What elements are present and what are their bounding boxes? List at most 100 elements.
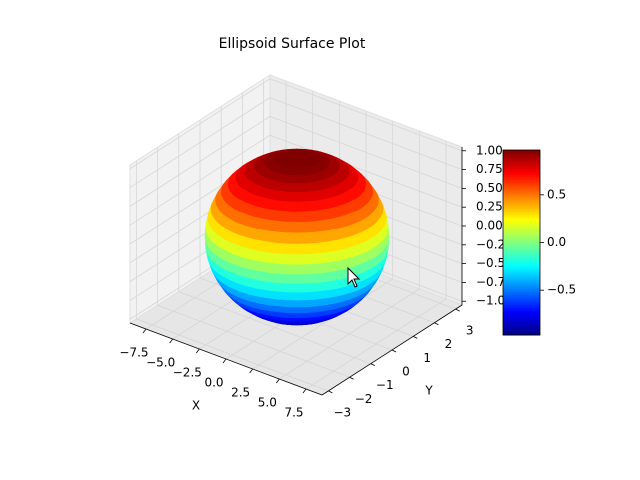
colorbar-cell [503, 287, 540, 290]
y-tick-label: −3 [334, 405, 352, 419]
colorbar-cell [503, 274, 540, 277]
colorbar-cell [503, 244, 540, 247]
surface-patch [307, 262, 320, 275]
colorbar-cell [503, 219, 540, 222]
surface-patch [288, 317, 298, 322]
colorbar-cell [503, 253, 540, 256]
surface-patch [307, 282, 320, 293]
surface-patch [304, 210, 316, 223]
colorbar-cell [503, 170, 540, 173]
colorbar-cell [503, 190, 540, 193]
colorbar: −0.5 0.0 0.5 [502, 149, 576, 336]
colorbar-cell [503, 299, 540, 302]
y-tick [370, 363, 375, 366]
colorbar-cell [503, 159, 540, 162]
surface-patch [296, 299, 308, 308]
colorbar-cell [503, 182, 540, 185]
colorbar-cell [503, 200, 540, 203]
colorbar-cell [503, 202, 540, 205]
colorbar-cell [503, 220, 540, 223]
colorbar-cell [503, 177, 540, 180]
y-tick-label: 1 [423, 351, 431, 365]
colorbar-cell [503, 264, 540, 267]
colorbar-cell [503, 157, 540, 160]
colorbar-cell [503, 298, 540, 301]
y-tick [328, 390, 333, 394]
colorbar-cell [503, 324, 540, 327]
colorbar-cell [503, 291, 540, 294]
surface-patch [296, 317, 306, 322]
colorbar-cell [503, 261, 540, 264]
colorbar-cell [503, 248, 540, 251]
surface-patch [296, 183, 304, 193]
colorbar-cell [503, 318, 540, 321]
y-tick [349, 376, 354, 380]
colorbar-cell [503, 237, 540, 240]
colorbar-cell [503, 316, 540, 319]
colorbar-cell [503, 307, 540, 310]
colorbar-cell [503, 254, 540, 257]
colorbar-cell [503, 240, 540, 243]
surface-patch [290, 183, 298, 193]
colorbar-cell [503, 194, 540, 197]
surface-patch [255, 239, 267, 253]
grid-line [269, 116, 463, 189]
x-tick [222, 358, 227, 364]
surface-patch [277, 221, 289, 233]
colorbar-cell [503, 160, 540, 163]
colorbar-cell [503, 227, 540, 230]
surface-patch [286, 306, 298, 314]
x-tick [169, 338, 173, 344]
y-tick [391, 349, 397, 353]
colorbar-cell [503, 199, 540, 202]
colorbar-cell [503, 165, 540, 168]
surface-patch [296, 306, 308, 314]
grid-line [269, 78, 463, 152]
colorbar-cell [503, 156, 540, 159]
colorbar-cell [503, 163, 540, 166]
surface-patch [274, 252, 287, 265]
x-tick [249, 368, 253, 374]
colorbar-cell [503, 314, 540, 317]
chart-title: Ellipsoid Surface Plot [219, 36, 366, 52]
surface-patch [296, 221, 308, 234]
colorbar-tick-label: −0.5 [547, 283, 576, 297]
y-tick [413, 336, 418, 339]
surface-patch [305, 221, 317, 233]
x-tick-label: 7.5 [284, 406, 303, 420]
colorbar-cell [503, 236, 540, 239]
grid-line [178, 291, 371, 365]
colorbar-cell [503, 305, 540, 308]
colorbar-cell [503, 233, 540, 236]
colorbar-cell [503, 216, 540, 219]
x-tick [302, 388, 307, 394]
surface-patch [289, 191, 298, 203]
y-axis-label: Y [424, 384, 433, 398]
colorbar-cell [503, 256, 540, 259]
colorbar-cell [503, 230, 540, 233]
surface-patch [306, 231, 318, 244]
colorbar-cell [503, 270, 540, 273]
surface-patch [274, 282, 287, 293]
surface-patch [318, 271, 330, 283]
colorbar-cell [503, 250, 540, 253]
y-tick-label: 0 [402, 365, 410, 379]
surface-patch [276, 231, 288, 244]
colorbar-cell [503, 214, 540, 217]
surface-patch [274, 262, 287, 275]
colorbar-cell [503, 166, 540, 169]
x-tick [276, 378, 280, 384]
colorbar-cell [503, 231, 540, 234]
colorbar-cell [503, 268, 540, 271]
surface-patch [275, 242, 287, 255]
x-tick-label: 0.0 [204, 376, 223, 390]
colorbar-cell [503, 304, 540, 307]
colorbar-cell [503, 259, 540, 262]
x-tick-label: 2.5 [231, 386, 250, 400]
colorbar-cell [503, 279, 540, 282]
colorbar-cell [503, 284, 540, 287]
colorbar-cell [503, 265, 540, 268]
colorbar-cell [503, 257, 540, 260]
surface-patch [287, 312, 298, 319]
